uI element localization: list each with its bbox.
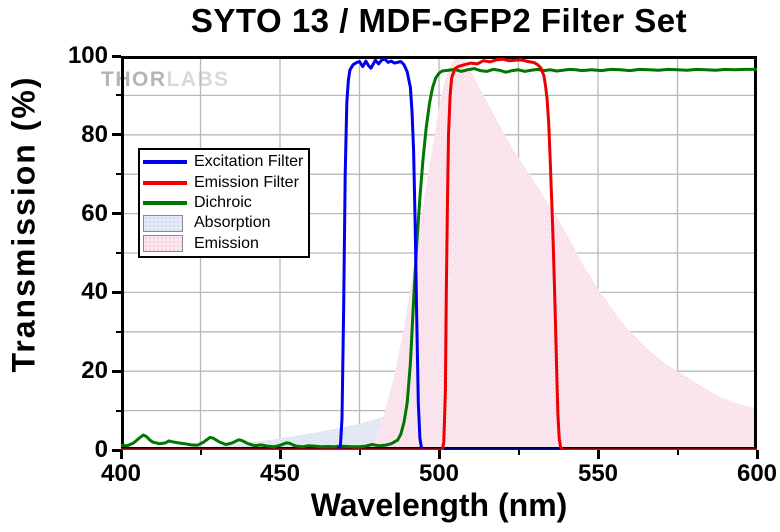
legend-line-swatch (143, 180, 187, 185)
x-minor-tick-mark (676, 450, 679, 455)
legend: Excitation Filter Emission Filter Dichroic… (138, 148, 310, 258)
legend-item-label: Emission (194, 234, 259, 252)
x-minor-tick-mark (517, 450, 520, 455)
curve-dichroic (121, 67, 757, 449)
legend-item-dichroic: Dichroic (143, 193, 305, 213)
legend-item-emission-filter: Emission Filter (143, 173, 305, 193)
legend-line-sample (143, 200, 189, 205)
y-tick-label: 60 (81, 199, 108, 227)
x-minor-tick-mark (358, 450, 361, 455)
y-minor-tick-mark (116, 173, 121, 176)
x-tick-mark (119, 450, 123, 459)
chart-title: SYTO 13 / MDF-GFP2 Filter Set (190, 2, 688, 39)
y-tick-mark (112, 212, 121, 216)
legend-line-sample (143, 160, 189, 165)
x-tick-label: 500 (418, 460, 460, 487)
y-axis-label: Transmission (%) (5, 75, 42, 373)
y-minor-tick-mark (116, 94, 121, 97)
watermark-labs: LABS (166, 68, 230, 91)
curve-excitation-filter (121, 57, 757, 450)
x-tick-mark (755, 450, 759, 459)
legend-item-label: Dichroic (194, 193, 252, 211)
legend-line-sample (143, 180, 189, 185)
y-tick-mark (112, 133, 121, 137)
legend-fill-sample (143, 235, 189, 253)
legend-item-emission: Emission (143, 234, 305, 254)
y-minor-tick-mark (116, 330, 121, 333)
y-tick-label: 100 (67, 42, 108, 69)
x-tick-label: 400 (100, 460, 142, 487)
legend-item-label: Emission Filter (194, 173, 299, 191)
y-tick-label: 40 (81, 278, 108, 306)
legend-line-swatch (143, 160, 187, 165)
legend-item-excitation-filter: Excitation Filter (143, 152, 305, 172)
y-tick-mark (112, 54, 121, 58)
x-tick-label: 600 (736, 460, 778, 487)
x-axis-label: Wavelength (nm) (310, 487, 568, 523)
area-emission (121, 56, 757, 450)
y-tick-label: 0 (94, 436, 108, 463)
x-minor-tick-mark (199, 450, 202, 455)
legend-fill-swatch (143, 214, 183, 232)
legend-item-label: Excitation Filter (194, 153, 304, 171)
x-tick-label: 450 (259, 460, 301, 487)
legend-item-absorption: Absorption (143, 213, 305, 233)
legend-fill-swatch (143, 235, 183, 253)
x-tick-mark (278, 450, 282, 459)
y-tick-label: 20 (81, 357, 108, 385)
y-tick-mark (112, 290, 121, 294)
x-tick-label: 550 (577, 460, 619, 487)
x-tick-mark (596, 450, 600, 459)
legend-line-swatch (143, 200, 187, 205)
watermark-thor: THOR (101, 68, 167, 91)
curve-emission-filter (121, 57, 757, 450)
y-minor-tick-mark (116, 409, 121, 412)
y-minor-tick-mark (116, 252, 121, 254)
y-tick-mark (112, 448, 121, 452)
legend-item-label: Absorption (194, 214, 271, 232)
x-tick-mark (437, 450, 441, 459)
thorlabs-watermark: THORLABS (101, 68, 230, 92)
y-tick-label: 80 (81, 120, 108, 148)
y-tick-mark (112, 369, 121, 373)
legend-fill-sample (143, 214, 189, 232)
